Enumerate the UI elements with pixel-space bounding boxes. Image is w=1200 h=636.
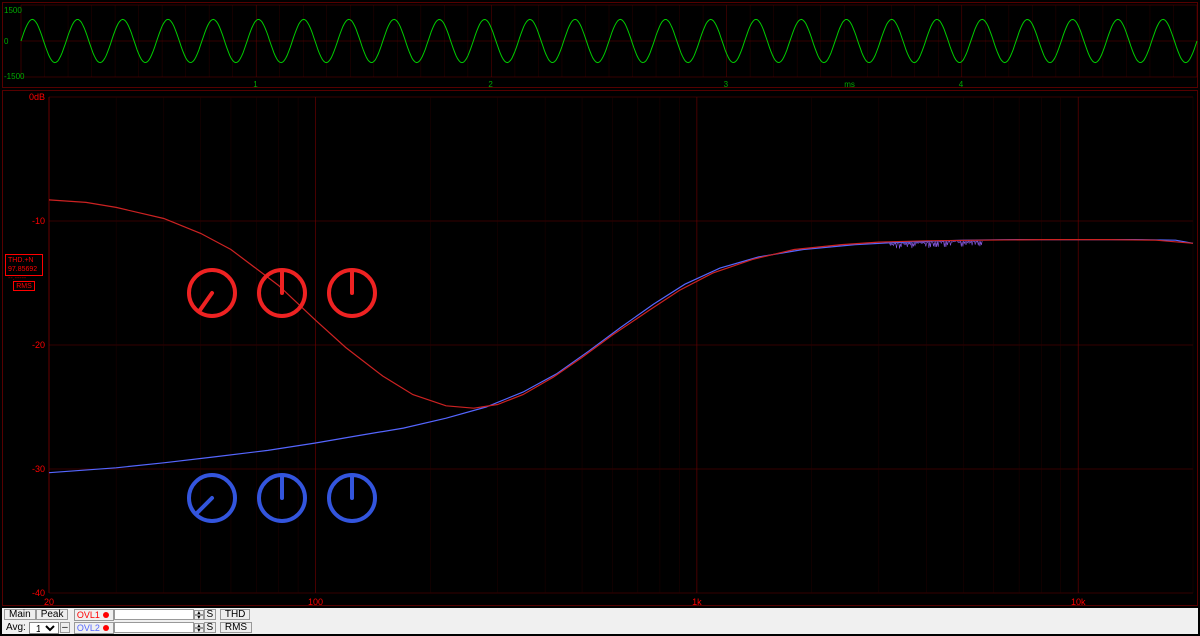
svg-text:1500: 1500: [4, 6, 22, 15]
ovl1-spinner[interactable]: ▴▾: [194, 610, 204, 620]
svg-text:1k: 1k: [692, 597, 702, 607]
svg-text:4: 4: [959, 80, 964, 89]
bottom-toolbar: Main Peak Avg: 1 – OVL1 ▴▾ S OVL2: [2, 608, 1198, 634]
ovl2-spinner[interactable]: ▴▾: [194, 623, 204, 633]
record-icon: [103, 625, 109, 631]
ovl1-save-button[interactable]: S: [204, 609, 216, 620]
svg-text:0: 0: [4, 37, 9, 46]
svg-text:1: 1: [253, 80, 258, 89]
oscilloscope-plot: 1500 0 -1500 1 2 3 4 ms: [3, 3, 1199, 89]
thd-button[interactable]: THD: [220, 609, 251, 620]
svg-text:-20: -20: [32, 340, 45, 350]
ovl2-text: OVL2: [77, 623, 100, 633]
knob[interactable]: [326, 472, 378, 524]
svg-text:3: 3: [724, 80, 729, 89]
rms-badge: RMS: [13, 281, 35, 291]
svg-text:-30: -30: [32, 464, 45, 474]
record-icon: [103, 612, 109, 618]
ovl1-text: OVL1: [77, 610, 100, 620]
knob-group-red: [186, 267, 378, 319]
svg-text:ms: ms: [844, 80, 855, 89]
knob[interactable]: [256, 267, 308, 319]
svg-text:-1500: -1500: [4, 72, 25, 81]
avg-select[interactable]: 1: [29, 622, 59, 634]
knob[interactable]: [186, 267, 238, 319]
thd-value: 97.85692: [8, 265, 40, 274]
svg-text:20: 20: [44, 597, 54, 607]
ovl1-color-input[interactable]: [114, 609, 194, 620]
svg-text:0dB: 0dB: [29, 92, 45, 102]
svg-text:2: 2: [488, 80, 493, 89]
frequency-response-panel: 0dB-10-20-30-40201001k10k THD.+N 97.8569…: [2, 90, 1198, 606]
svg-text:-10: -10: [32, 216, 45, 226]
knob-group-blue: [186, 472, 378, 524]
svg-text:100: 100: [308, 597, 323, 607]
main-button[interactable]: Main: [4, 609, 36, 620]
thd-title: THD.+N: [8, 256, 40, 265]
svg-text:10k: 10k: [1071, 597, 1086, 607]
peak-button[interactable]: Peak: [36, 609, 69, 620]
thd-readout: THD.+N 97.85692 --.-----: [5, 254, 43, 276]
frequency-response-plot: 0dB-10-20-30-40201001k10k: [3, 91, 1199, 607]
knob[interactable]: [326, 267, 378, 319]
avg-label: Avg:: [4, 622, 28, 633]
knob[interactable]: [186, 472, 238, 524]
knob[interactable]: [256, 472, 308, 524]
ovl2-label[interactable]: OVL2: [74, 622, 114, 634]
ovl1-label[interactable]: OVL1: [74, 609, 114, 621]
oscilloscope-panel: 1500 0 -1500 1 2 3 4 ms: [2, 2, 1198, 88]
ovl2-save-button[interactable]: S: [204, 622, 216, 633]
rms-button[interactable]: RMS: [220, 622, 252, 633]
minus-button[interactable]: –: [60, 622, 70, 633]
ovl2-color-input[interactable]: [114, 622, 194, 633]
